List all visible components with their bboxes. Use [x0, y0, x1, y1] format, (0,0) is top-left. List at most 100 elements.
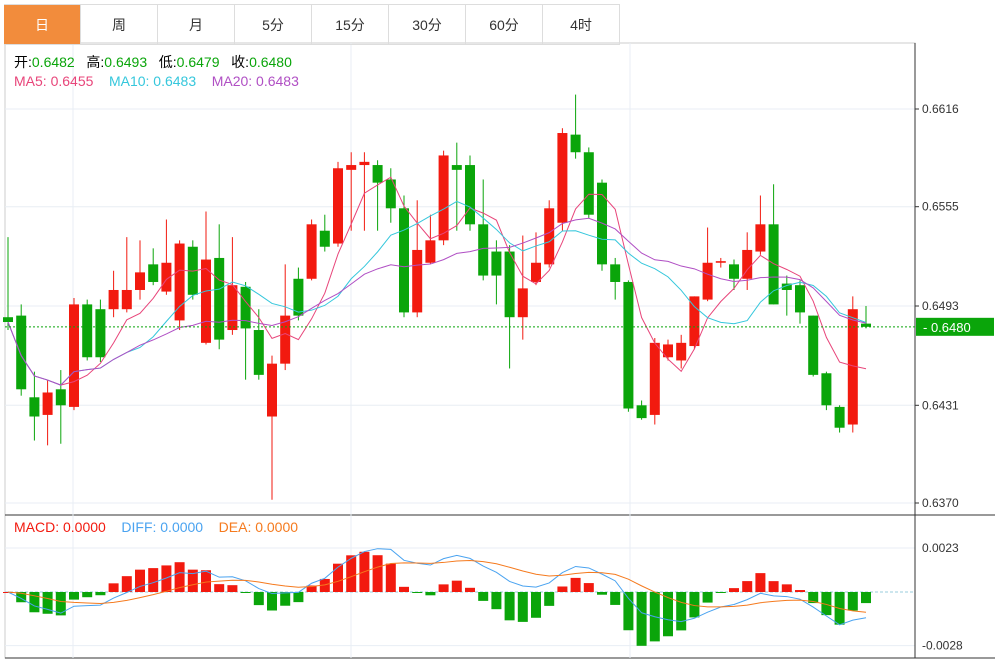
- candle-body: [412, 249, 423, 313]
- candle-body: [174, 243, 185, 321]
- macd-bar: [55, 592, 66, 616]
- candle-body: [253, 330, 264, 375]
- macd-bar: [781, 584, 792, 592]
- macd-bar: [531, 592, 541, 618]
- candle-body: [504, 251, 515, 318]
- y-tick-label: 0.6555: [922, 200, 959, 214]
- macd-bar: [240, 592, 251, 593]
- macd-bar: [412, 592, 423, 593]
- candle-body: [465, 165, 475, 225]
- candle-body: [531, 262, 541, 282]
- last-price-label: - 0.6480: [923, 320, 971, 335]
- candle-body: [715, 261, 726, 263]
- ma5-line: [7, 176, 867, 386]
- tab-30min[interactable]: 30分: [389, 5, 466, 44]
- candle-body: [55, 389, 66, 406]
- macd-bar: [623, 592, 634, 631]
- macd-bar: [847, 592, 858, 611]
- tab-4hour[interactable]: 4时: [543, 5, 620, 44]
- macd-bar: [702, 592, 713, 603]
- macd-bar: [319, 578, 330, 592]
- macd-bar: [174, 562, 185, 592]
- close-label: 收:: [231, 54, 250, 70]
- candle-body: [385, 179, 396, 209]
- macd-bar: [29, 592, 40, 613]
- diff-value: DIFF: 0.0000: [121, 519, 204, 535]
- macd-bar: [742, 581, 753, 592]
- candle-body: [702, 262, 713, 300]
- candle-body: [491, 251, 502, 276]
- low-value: 0.6479: [176, 54, 220, 70]
- macd-bar: [135, 569, 145, 592]
- macd-bar: [227, 585, 238, 592]
- macd-bar: [517, 592, 528, 622]
- macd-bar: [610, 592, 621, 605]
- candle-body: [847, 309, 858, 425]
- macd-bar: [861, 592, 871, 604]
- candle-body: [346, 165, 357, 170]
- y-tick-label: 0.6370: [922, 496, 959, 510]
- candle-body: [676, 342, 687, 361]
- candle-body: [755, 224, 766, 252]
- candle-body: [834, 406, 845, 428]
- macd-bar: [95, 592, 106, 596]
- candle-body: [517, 288, 528, 318]
- candle-body: [306, 224, 317, 279]
- candle-body: [768, 224, 779, 305]
- macd-bar: [504, 592, 515, 621]
- macd-bar: [201, 570, 211, 592]
- dea-value: DEA: 0.0000: [218, 519, 299, 535]
- candle-body: [161, 262, 172, 292]
- candle-body: [372, 165, 383, 183]
- macd-bar: [280, 592, 291, 606]
- tab-week[interactable]: 周: [81, 5, 158, 44]
- candle-body: [69, 304, 79, 407]
- ma-info: MA5: 0.6455 MA10: 0.6483 MA20: 0.6483: [14, 73, 299, 89]
- macd-bar: [187, 569, 198, 592]
- tab-15min[interactable]: 15分: [312, 5, 389, 44]
- candle-body: [121, 289, 132, 310]
- macd-bar: [676, 592, 687, 631]
- candle-body: [359, 161, 370, 166]
- macd-info: MACD: 0.0000 DIFF: 0.0000 DEA: 0.0000: [14, 519, 298, 535]
- dea-line: [7, 559, 867, 613]
- macd-bar: [663, 592, 673, 637]
- candle-body: [689, 296, 700, 347]
- candle-body: [95, 309, 106, 358]
- candle-body: [729, 264, 739, 279]
- macd-bar: [438, 584, 449, 592]
- macd-bar: [544, 592, 555, 606]
- macd-bar: [161, 565, 172, 592]
- macd-bar: [808, 592, 819, 604]
- macd-bar: [689, 592, 700, 618]
- candle-body: [3, 317, 13, 323]
- macd-bar: [346, 555, 357, 592]
- tab-5min[interactable]: 5分: [235, 5, 312, 44]
- candle-body: [781, 283, 792, 290]
- candle-body: [610, 264, 621, 282]
- macd-bar: [570, 577, 581, 592]
- candle-body: [42, 392, 53, 415]
- period-tabs: 日 周 月 5分 15分 30分 60分 4时: [4, 4, 620, 45]
- macd-bar: [121, 576, 132, 592]
- candle-body: [319, 230, 330, 247]
- low-label: 低:: [158, 54, 177, 70]
- tab-month[interactable]: 月: [158, 5, 235, 44]
- macd-bar: [821, 592, 832, 616]
- tab-day[interactable]: 日: [4, 5, 81, 44]
- macd-bar: [597, 592, 607, 595]
- macd-bar: [306, 585, 317, 592]
- macd-bar: [108, 583, 119, 592]
- candle-body: [636, 405, 647, 419]
- macd-bar: [425, 592, 436, 596]
- open-label: 开:: [14, 54, 32, 70]
- candle-body: [861, 323, 871, 327]
- candle-body: [478, 224, 489, 276]
- tab-60min[interactable]: 60分: [466, 5, 543, 44]
- macd-bar: [715, 592, 726, 593]
- open-value: 0.6482: [31, 54, 75, 70]
- macd-bar: [729, 588, 739, 592]
- ma10-line: [7, 200, 867, 386]
- macd-bar: [69, 592, 79, 600]
